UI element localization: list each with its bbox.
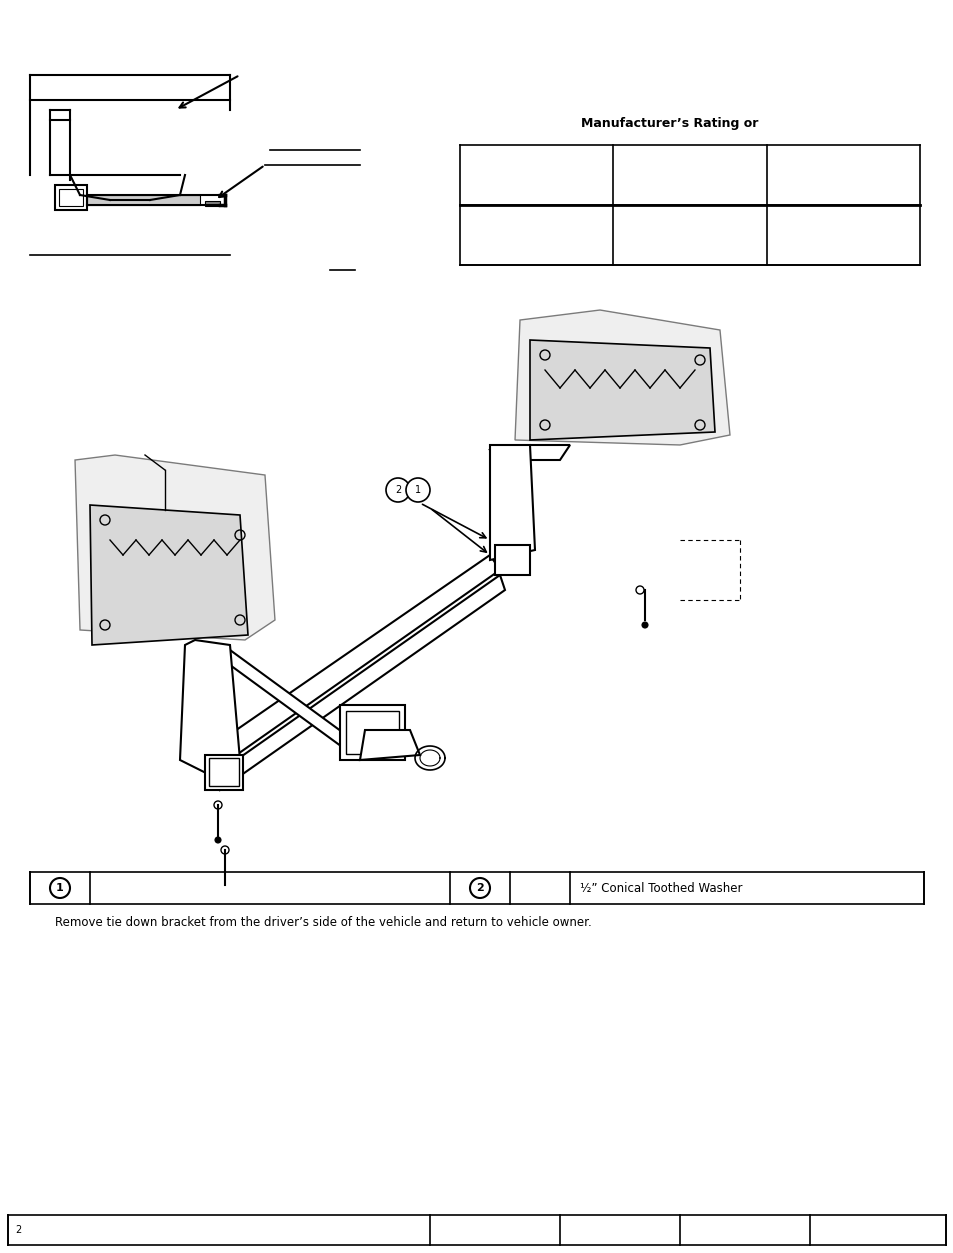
Text: 2: 2 xyxy=(15,1225,21,1235)
Polygon shape xyxy=(90,505,248,645)
Text: 2: 2 xyxy=(395,485,400,495)
Circle shape xyxy=(214,837,221,843)
Circle shape xyxy=(470,878,490,898)
Polygon shape xyxy=(515,309,729,445)
Polygon shape xyxy=(490,445,535,560)
Bar xyxy=(205,756,243,789)
Bar xyxy=(346,710,398,754)
Circle shape xyxy=(386,477,410,502)
Polygon shape xyxy=(200,555,499,771)
Text: 1: 1 xyxy=(415,485,420,495)
Text: Manufacturer’s Rating or: Manufacturer’s Rating or xyxy=(580,117,758,130)
Bar xyxy=(55,185,87,211)
Circle shape xyxy=(50,878,70,898)
Polygon shape xyxy=(75,455,274,640)
Bar xyxy=(495,545,530,575)
Polygon shape xyxy=(194,645,370,761)
Bar xyxy=(205,200,220,205)
Polygon shape xyxy=(87,195,200,205)
Bar xyxy=(209,758,239,786)
Polygon shape xyxy=(180,640,240,776)
Circle shape xyxy=(641,621,647,628)
Text: 2: 2 xyxy=(476,883,483,893)
Text: Remove tie down bracket from the driver’s side of the vehicle and return to vehi: Remove tie down bracket from the driver’… xyxy=(55,916,591,928)
Circle shape xyxy=(406,477,430,502)
Polygon shape xyxy=(490,445,569,465)
Polygon shape xyxy=(214,575,504,789)
Bar xyxy=(59,189,83,205)
Bar xyxy=(339,705,405,761)
Text: ½” Conical Toothed Washer: ½” Conical Toothed Washer xyxy=(579,882,741,895)
Text: 1: 1 xyxy=(56,883,64,893)
Polygon shape xyxy=(530,340,714,440)
Polygon shape xyxy=(359,730,419,761)
